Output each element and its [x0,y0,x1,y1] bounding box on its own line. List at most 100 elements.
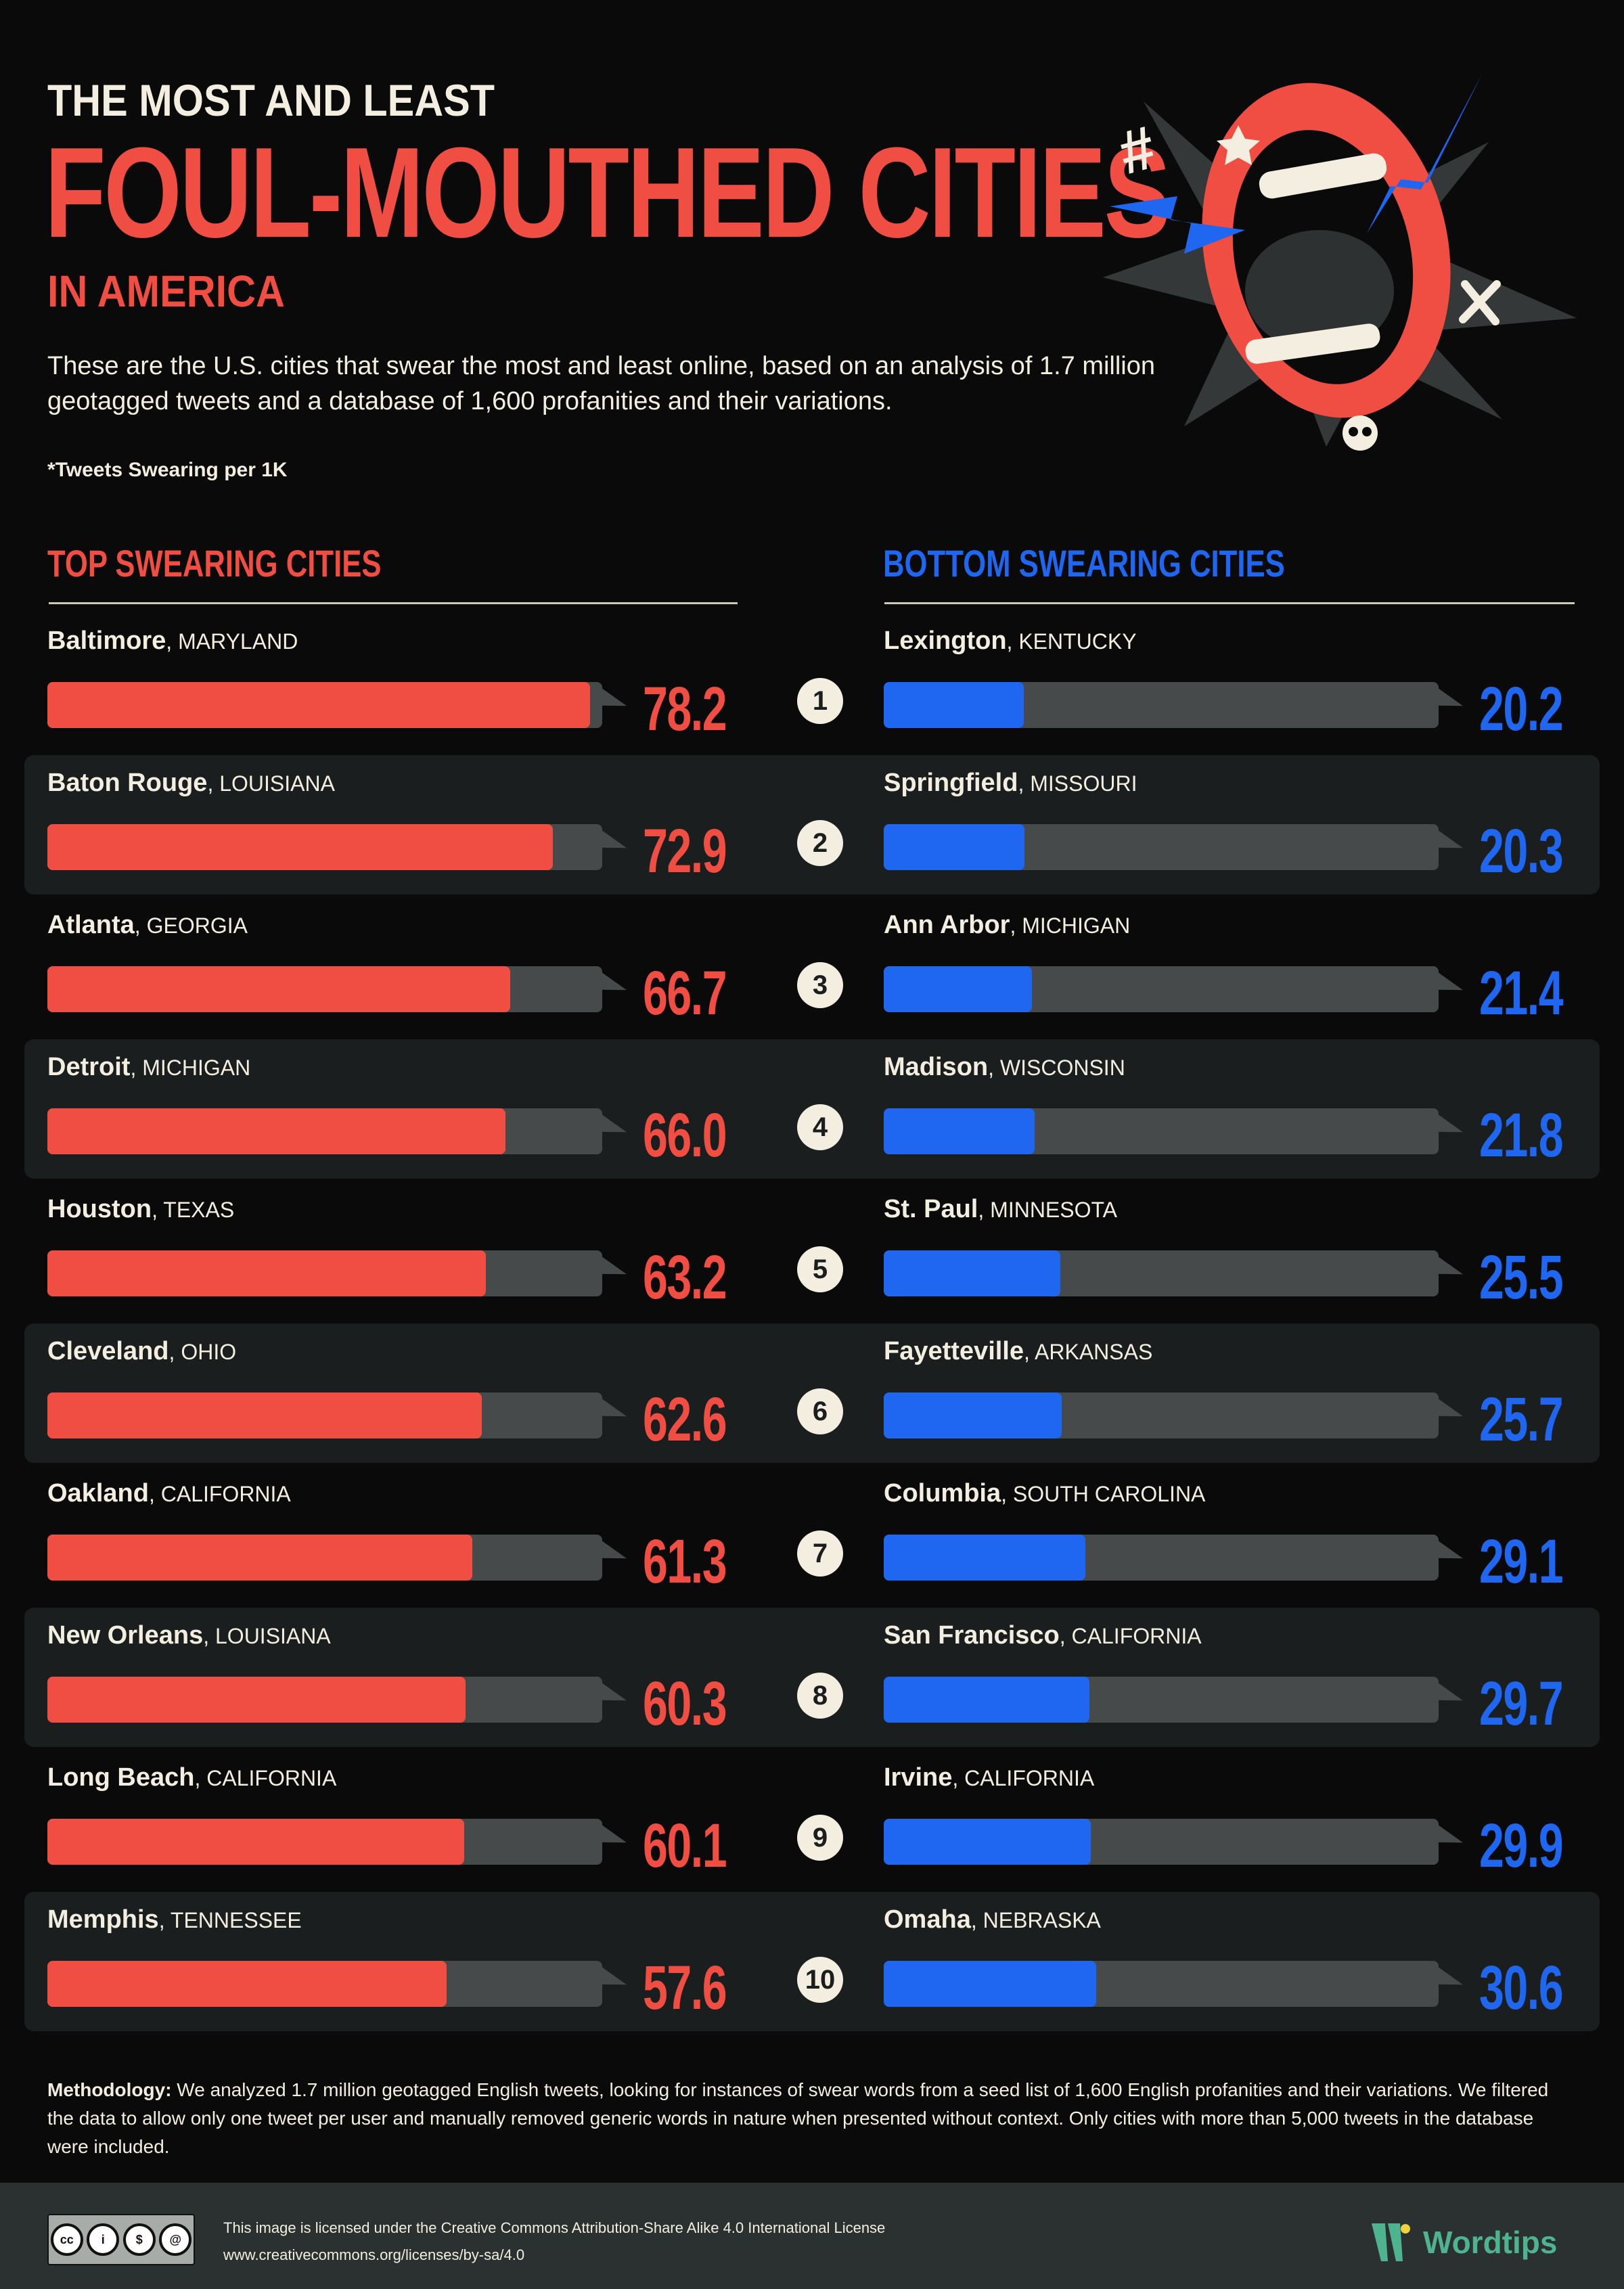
value-label: 66.0 [643,1101,727,1170]
bar-track [884,1819,1439,1865]
bottom-city-entry: Madison, WISCONSIN 21.8 [884,1053,1564,1170]
bar-fill [47,1108,505,1154]
bar-track [884,1250,1439,1296]
top-city-entry: Houston, TEXAS 63.2 [47,1195,727,1312]
rank-badge: 1 [797,678,843,724]
rank-badge: 9 [797,1815,843,1861]
bar-track [884,1108,1439,1154]
bar-track [884,1392,1439,1438]
wordtips-logo-icon [1372,2223,1410,2261]
value-label: 21.4 [1479,959,1564,1028]
bar-track [47,1535,602,1581]
unit-note: *Tweets Swearing per 1K [47,459,288,481]
rank-badge: 6 [797,1388,843,1434]
bar-fill [884,824,1024,870]
state-name: , MINNESOTA [978,1198,1118,1222]
ranking-row: Cleveland, OHIO 62.6 Fayetteville, ARKANSA… [24,1323,1600,1463]
bar-fill [884,966,1032,1012]
ranking-row: New Orleans, LOUISIANA 60.3 San Francisco,… [24,1608,1600,1747]
state-name: , MICHIGAN [1010,913,1131,938]
city-label: Long Beach, CALIFORNIA [47,1763,336,1792]
top-city-entry: Detroit, MICHIGAN 66.0 [47,1053,727,1170]
methodology: Methodology: We analyzed 1.7 million geo… [47,2076,1577,2161]
state-name: , LOUISIANA [203,1624,331,1648]
value-label: 60.1 [643,1811,727,1880]
bottom-city-entry: Ann Arbor, MICHIGAN 21.4 [884,911,1564,1028]
brand-logo[interactable]: Wordtips [1370,2222,1557,2263]
city-name: Irvine [884,1763,953,1792]
bar-fill [47,966,510,1012]
bar-track [47,1108,602,1154]
value-label: 60.3 [643,1669,727,1738]
city-label: Detroit, MICHIGAN [47,1053,250,1082]
top-heading-rule [49,602,738,604]
bar-track [47,824,602,870]
value-label: 61.3 [643,1527,727,1596]
bar-track [47,966,602,1012]
sub-title: IN AMERICA [47,266,285,316]
bottom-city-entry: Irvine, CALIFORNIA 29.9 [884,1763,1564,1880]
by-icon: i [87,2223,120,2256]
top-city-entry: Baltimore, MARYLAND 78.2 [47,627,727,744]
value-label: 57.6 [643,1953,727,2022]
mouth-illustration: # [1103,74,1577,451]
rank-badge: 5 [797,1246,843,1292]
value-label: 25.7 [1479,1385,1564,1454]
rank-badge: 4 [797,1104,843,1150]
value-label: 29.1 [1479,1527,1564,1596]
lightning-bolt-icon [1110,74,1482,254]
intro-text: These are the U.S. cities that swear the… [47,352,1156,415]
state-name: , ARKANSAS [1024,1340,1153,1364]
bottom-city-entry: Columbia, SOUTH CAROLINA 29.1 [884,1479,1564,1596]
city-name: San Francisco [884,1621,1060,1650]
rank-badge: 3 [797,962,843,1008]
star-icon [1217,125,1260,165]
state-name: , TENNESSEE [158,1908,302,1932]
bar-track [47,1250,602,1296]
city-label: Atlanta, GEORGIA [47,911,248,940]
state-name: , CALIFORNIA [194,1766,337,1790]
rank-badge: 10 [797,1957,843,2003]
rank-badge: 7 [797,1531,843,1577]
value-label: 62.6 [643,1385,727,1454]
bar-track [884,824,1439,870]
state-name: , LOUISIANA [207,771,335,796]
bar-track [47,682,602,728]
city-label: Ann Arbor, MICHIGAN [884,911,1130,940]
ranking-row: Oakland, CALIFORNIA 61.3 Columbia, SOUTH C… [24,1466,1600,1605]
methodology-label: Methodology: [47,2079,172,2100]
bar-track [884,1677,1439,1723]
city-name: Ann Arbor [884,911,1010,939]
city-label: San Francisco, CALIFORNIA [884,1621,1202,1650]
bar-track [884,966,1439,1012]
value-label: 21.8 [1479,1101,1564,1170]
bar-fill [884,1819,1091,1865]
nc-icon: $ [122,2223,156,2256]
city-label: Houston, TEXAS [47,1195,234,1224]
ranking-row: Houston, TEXAS 63.2 St. Paul, MINNESOTA 25.… [24,1181,1600,1321]
methodology-text: We analyzed 1.7 million geotagged Englis… [47,2079,1549,2157]
ranking-row: Atlanta, GEORGIA 66.7 Ann Arbor, MICHIGAN 2… [24,897,1600,1037]
top-city-entry: Baton Rouge, LOUISIANA 72.9 [47,769,727,886]
state-name: , WISCONSIN [988,1056,1125,1080]
bar-fill [47,1250,486,1296]
state-name: , GEORGIA [134,913,248,938]
ranking-row: Baton Rouge, LOUISIANA 72.9 Springfield, M… [24,755,1600,894]
city-name: Oakland [47,1479,149,1508]
license-url[interactable]: www.creativecommons.org/licenses/by-sa/4… [223,2246,525,2263]
state-name: , CALIFORNIA [952,1766,1095,1790]
value-label: 29.7 [1479,1669,1564,1738]
bar-track [47,1392,602,1438]
cc-license-badge[interactable]: cc i $ @ [47,2214,195,2265]
pre-title: THE MOST AND LEAST [47,75,495,125]
value-label: 78.2 [643,675,727,744]
city-label: Oakland, CALIFORNIA [47,1479,291,1508]
city-label: St. Paul, MINNESOTA [884,1195,1117,1224]
rank-badge: 2 [797,820,843,866]
state-name: , NEBRASKA [970,1908,1101,1932]
bar-fill [47,1819,464,1865]
state-name: , MISSOURI [1018,771,1137,796]
city-label: Columbia, SOUTH CAROLINA [884,1479,1205,1508]
bar-fill [884,1392,1062,1438]
city-name: Atlanta [47,911,135,939]
